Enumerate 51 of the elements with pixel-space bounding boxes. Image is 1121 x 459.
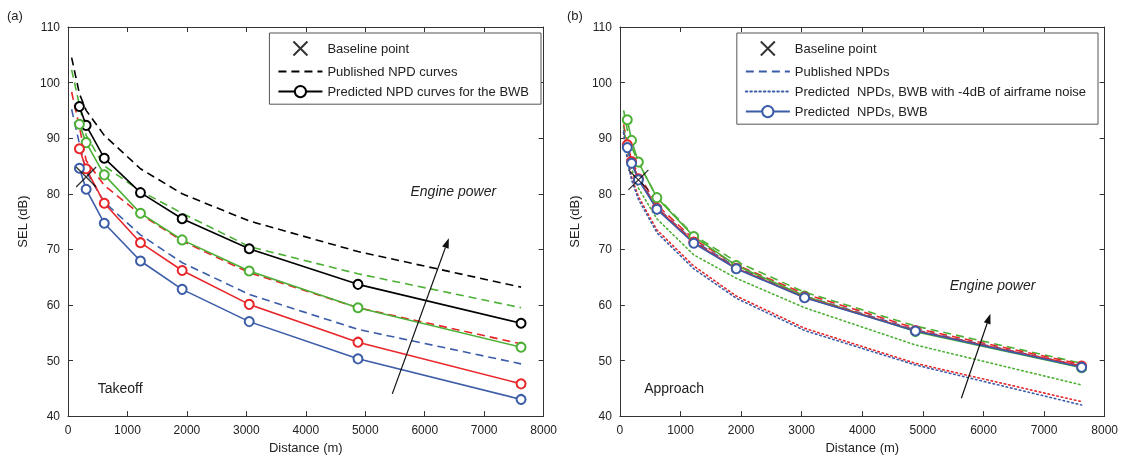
y-tick-label: 80 [598,186,613,201]
x-tick-label: 8000 [1091,423,1119,438]
x-axis-title: Distance (m) [825,440,900,455]
y-tick-label: 60 [598,297,613,312]
y-axis-title: SEL (dB) [15,195,31,248]
chart-title: (a) [7,8,23,23]
x-tick-label: 2000 [173,423,201,438]
chart-title: (b) [567,8,583,23]
x-axis-title: Distance (m) [268,440,343,455]
legend-label: Baseline point [327,41,410,56]
y-tick-label: 80 [46,186,61,201]
annotation: Engine power [949,277,1037,294]
y-tick-label: 90 [598,131,613,146]
x-tick-label: 7000 [1030,423,1058,438]
legend-label: Published NPDs [794,64,890,79]
x-tick-label: 8000 [530,423,558,438]
y-tick-label: 100 [591,75,613,90]
x-tick-label: 2000 [727,423,755,438]
y-tick-label: 110 [592,20,613,34]
x-tick-label: 5000 [351,423,379,438]
y-tick-label: 40 [46,409,61,424]
annotation: Approach [644,380,705,397]
y-tick-label: 90 [46,131,61,146]
x-tick-label: 5000 [909,423,937,438]
legend-label: Published NPD curves [327,64,458,79]
x-tick-label: 1000 [667,423,695,438]
x-tick-label: 4000 [292,423,320,438]
legend-label: Predicted NPDs, BWB with -4dB of airframe noise [794,84,1087,99]
y-tick-label: 70 [46,242,61,257]
legend-label: Predicted NPD curves for the BWB [327,84,530,100]
y-tick-label: 110 [40,20,61,34]
x-tick-label: 0 [616,423,624,438]
x-tick-label: 6000 [411,423,439,438]
legend-label: Predicted NPDs, BWB [794,104,928,120]
x-tick-label: 1000 [114,423,142,438]
x-tick-label: 3000 [788,423,816,438]
x-tick-label: 6000 [970,423,998,438]
x-tick-label: 4000 [848,423,876,438]
y-tick-label: 100 [39,75,61,90]
y-tick-label: 60 [46,297,61,312]
annotation: Takeoff [97,380,143,397]
y-tick-label: 70 [598,242,613,257]
y-axis-title: SEL (dB) [567,195,582,248]
legend-label: Baseline point [794,41,877,56]
y-tick-label: 50 [598,353,613,368]
x-tick-label: 7000 [470,423,498,438]
x-tick-label: 3000 [233,423,261,438]
x-tick-label: 0 [64,423,72,438]
y-tick-label: 50 [46,353,61,368]
annotation: Engine power [410,182,498,199]
y-tick-label: 40 [598,409,613,424]
